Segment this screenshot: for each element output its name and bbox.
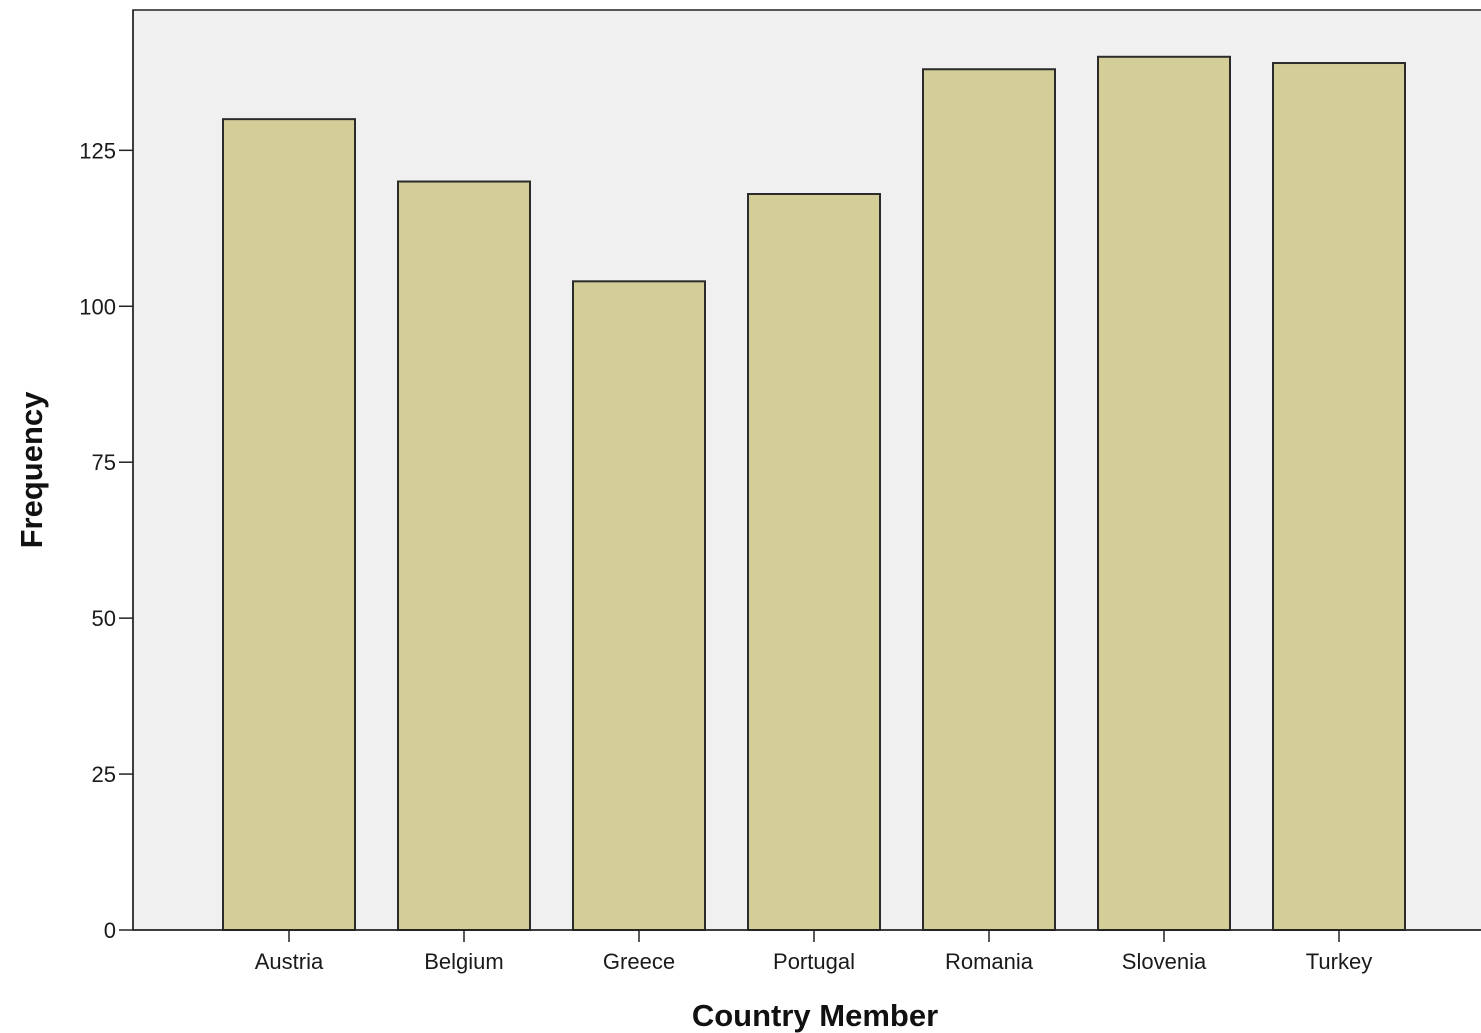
x-tick-label-portugal: Portugal: [773, 949, 855, 974]
y-axis-title: Frequency: [14, 391, 49, 549]
y-tick-label: 50: [92, 606, 116, 631]
bar-greece: [572, 280, 706, 931]
y-tick-label: 75: [92, 450, 116, 475]
x-tick-label-turkey: Turkey: [1306, 949, 1372, 974]
x-tick-label-romania: Romania: [945, 949, 1034, 974]
bars-group: [222, 55, 1406, 932]
bar-portugal: [747, 193, 881, 931]
bar-slovenia: [1097, 55, 1231, 931]
y-axis: 0 25 50 75 100 125: [79, 10, 134, 943]
x-axis: Austria Belgium Greece Portugal Romania Slove…: [133, 929, 1481, 974]
x-tick-label-greece: Greece: [603, 949, 675, 974]
y-tick-label: 125: [79, 138, 116, 163]
y-tick-label: 0: [104, 918, 116, 943]
bar-turkey: [1272, 62, 1406, 931]
bar-belgium: [397, 180, 531, 931]
y-tick-label: 25: [92, 762, 116, 787]
bar-romania: [922, 68, 1056, 932]
x-axis-title: Country Member: [692, 998, 938, 1033]
y-tick-label: 100: [79, 294, 116, 319]
x-tick-label-belgium: Belgium: [424, 949, 503, 974]
bar-austria: [222, 118, 356, 932]
x-tick-label-slovenia: Slovenia: [1122, 949, 1207, 974]
x-tick-label-austria: Austria: [255, 949, 324, 974]
